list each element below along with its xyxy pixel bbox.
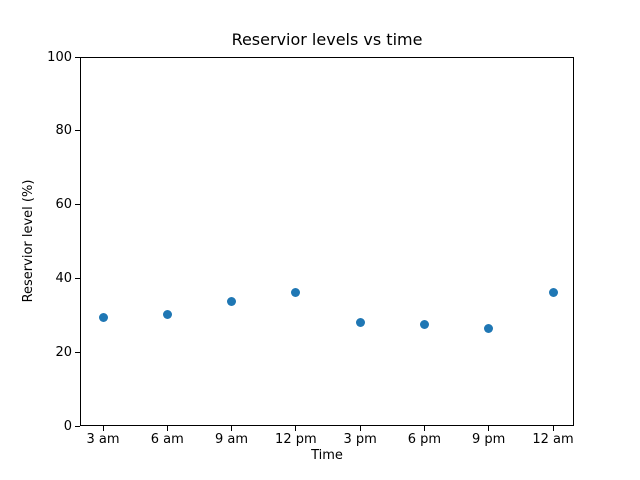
- y-tick-label: 100: [47, 49, 72, 65]
- x-tick-mark: [231, 426, 233, 431]
- data-point: [419, 319, 429, 329]
- x-tick-mark: [102, 426, 104, 431]
- x-tick-mark: [295, 426, 297, 431]
- y-tick-mark: [75, 130, 80, 132]
- x-axis-label: Time: [311, 448, 343, 463]
- y-tick-label: 0: [63, 418, 72, 434]
- x-tick-label: 3 pm: [343, 432, 377, 447]
- data-point: [484, 324, 494, 334]
- x-tick-mark: [552, 426, 554, 431]
- y-tick-label: 60: [55, 197, 72, 213]
- y-tick-label: 80: [55, 123, 72, 139]
- chart-title: Reservior levels vs time: [231, 30, 423, 49]
- data-point: [355, 318, 365, 328]
- y-tick-mark: [75, 351, 80, 353]
- y-tick-label: 40: [55, 270, 72, 286]
- y-tick-mark: [75, 56, 80, 58]
- data-point: [227, 296, 237, 306]
- data-point: [98, 313, 108, 322]
- x-tick-mark: [166, 426, 168, 431]
- y-tick-mark: [75, 425, 80, 427]
- x-tick-label: 9 pm: [472, 432, 506, 447]
- x-tick-mark: [423, 426, 425, 431]
- data-point: [291, 287, 301, 297]
- plot-area: [80, 57, 574, 426]
- y-tick-label: 20: [55, 344, 72, 360]
- x-tick-label: 6 pm: [407, 432, 442, 447]
- y-tick-mark: [75, 277, 80, 279]
- x-tick-label: 3 am: [86, 432, 120, 447]
- x-tick-label: 9 am: [215, 432, 249, 447]
- x-tick-mark: [359, 426, 361, 431]
- x-tick-label: 12 pm: [275, 432, 317, 447]
- x-tick-label: 6 am: [150, 432, 184, 447]
- data-point: [162, 310, 172, 320]
- x-tick-label: 12 am: [532, 432, 574, 447]
- data-point: [548, 287, 558, 297]
- y-tick-mark: [75, 204, 80, 206]
- x-tick-mark: [488, 426, 490, 431]
